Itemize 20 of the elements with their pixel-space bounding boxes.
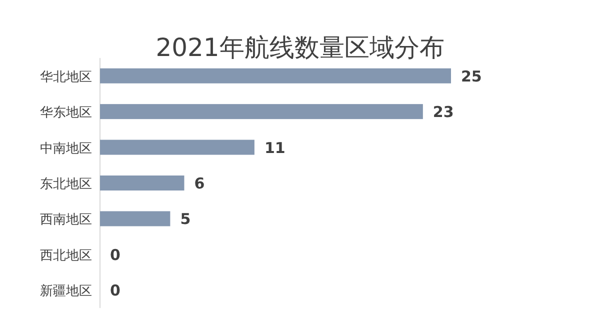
- y-tick-label: 新疆地区: [40, 284, 92, 300]
- y-tick-label: 华北地区: [40, 70, 92, 85]
- bar: [100, 176, 184, 190]
- y-tick-label: 西南地区: [40, 212, 92, 228]
- y-tick-label: 华东地区: [40, 106, 92, 121]
- data-label: 25: [461, 67, 482, 86]
- y-tick-label: 中南地区: [40, 141, 92, 156]
- data-label: 11: [264, 138, 286, 157]
- bar: [100, 140, 254, 155]
- data-label: 6: [194, 174, 205, 192]
- chart-title: 2021年航线数量区域分布: [156, 33, 444, 62]
- data-label: 0: [110, 246, 120, 264]
- data-label: 5: [180, 210, 191, 228]
- bar: [100, 211, 170, 226]
- bar: [100, 68, 451, 84]
- y-tick-label: 东北地区: [40, 177, 92, 192]
- data-label: 23: [432, 103, 454, 122]
- data-label: 0: [110, 282, 120, 300]
- bar: [100, 104, 423, 120]
- y-tick-label: 西北地区: [40, 248, 92, 264]
